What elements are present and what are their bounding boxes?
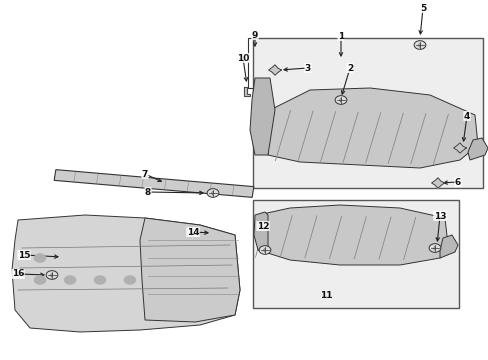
Text: 10: 10 — [236, 54, 249, 63]
Text: 12: 12 — [256, 221, 269, 230]
Polygon shape — [453, 143, 466, 153]
Polygon shape — [140, 218, 240, 322]
Circle shape — [207, 189, 219, 197]
Polygon shape — [12, 215, 240, 332]
Text: 11: 11 — [319, 291, 331, 300]
Polygon shape — [467, 138, 487, 160]
Circle shape — [34, 276, 46, 284]
Text: 14: 14 — [186, 228, 199, 237]
Circle shape — [46, 271, 58, 279]
Bar — [252, 38, 482, 188]
Text: 4: 4 — [463, 112, 469, 121]
Text: 2: 2 — [346, 63, 352, 72]
Polygon shape — [244, 86, 249, 96]
Polygon shape — [267, 88, 477, 168]
Circle shape — [413, 41, 425, 49]
Circle shape — [94, 276, 105, 284]
Text: 16: 16 — [12, 270, 24, 279]
Polygon shape — [54, 170, 253, 197]
Polygon shape — [431, 178, 444, 188]
Text: 15: 15 — [18, 251, 30, 260]
Text: 6: 6 — [454, 177, 460, 186]
Circle shape — [259, 246, 270, 254]
Bar — [252, 200, 458, 308]
Text: 5: 5 — [419, 4, 425, 13]
Circle shape — [334, 96, 346, 104]
Circle shape — [428, 244, 440, 252]
Text: 9: 9 — [251, 31, 258, 40]
Text: 3: 3 — [304, 63, 310, 72]
Polygon shape — [249, 78, 274, 155]
Polygon shape — [258, 205, 447, 265]
Circle shape — [64, 276, 76, 284]
Text: 1: 1 — [337, 32, 344, 41]
Polygon shape — [439, 235, 457, 258]
Circle shape — [124, 276, 136, 284]
Polygon shape — [268, 65, 281, 75]
Text: 8: 8 — [144, 188, 151, 197]
Text: 13: 13 — [433, 212, 446, 220]
Text: 7: 7 — [142, 170, 148, 179]
Polygon shape — [253, 212, 267, 250]
Circle shape — [34, 254, 46, 262]
